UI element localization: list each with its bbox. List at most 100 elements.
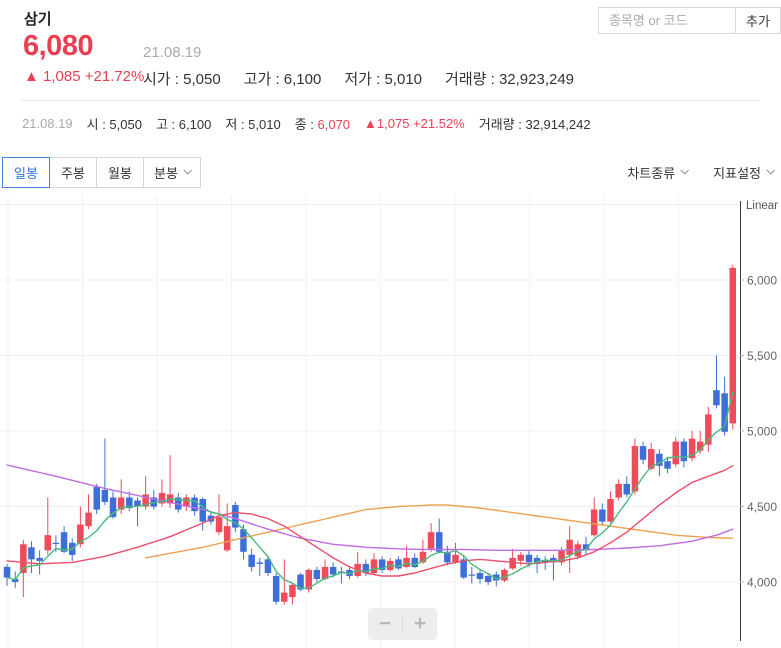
- candle-body: [525, 554, 533, 563]
- candle-body: [199, 499, 206, 522]
- ma5-line: [6, 391, 734, 590]
- y-axis-label: 6,000: [747, 274, 777, 288]
- candle-body: [680, 441, 688, 462]
- candle-body: [362, 563, 370, 573]
- candle-body: [281, 592, 288, 602]
- current-price: 6,080: [23, 30, 94, 62]
- candle-body: [101, 489, 109, 502]
- candle-body: [183, 497, 190, 507]
- chevron-down-icon: [183, 166, 192, 175]
- candle-body: [460, 559, 467, 578]
- candle-body: [11, 579, 19, 582]
- chevron-down-icon: [680, 166, 690, 175]
- candle-body: [36, 557, 43, 561]
- zoom-divider: [402, 614, 403, 634]
- candle-body: [313, 569, 321, 579]
- scale-label: Linear: [746, 200, 778, 212]
- candle-body: [476, 573, 484, 579]
- candle-body: [378, 559, 386, 570]
- candle-body: [721, 393, 728, 432]
- candle-body: [117, 497, 125, 510]
- candle-body: [639, 446, 647, 460]
- candle-body: [623, 483, 630, 495]
- candle-body: [517, 554, 524, 561]
- candle-body: [411, 557, 418, 567]
- candle-body: [289, 585, 296, 598]
- stock-name: 삼기: [24, 11, 52, 28]
- candle-body: [533, 557, 541, 564]
- candle-body: [256, 562, 264, 564]
- candle-body: [223, 526, 231, 551]
- candle-body: [191, 497, 198, 512]
- candle-body: [85, 512, 92, 527]
- ma120-line: [144, 504, 734, 559]
- high-price: 고가6,100: [244, 68, 322, 89]
- candle-body: [558, 550, 565, 563]
- candlestick-chart[interactable]: 6,000 5,500 5,000 4,500 4,000 Linear: [0, 195, 781, 648]
- candle-body: [688, 438, 696, 459]
- candle-body: [436, 532, 443, 552]
- tab-label: 주봉: [61, 166, 85, 181]
- candle-body: [542, 560, 549, 563]
- candle-body: [109, 497, 117, 518]
- tab-일봉[interactable]: 일봉: [2, 157, 50, 188]
- info-close: 종6,070: [295, 114, 350, 133]
- candle-body: [248, 554, 255, 567]
- volume: 거래량32,923,249: [445, 68, 574, 89]
- candle-body: [664, 461, 671, 469]
- period-tabs: 일봉 주봉 월봉 분봉: [2, 157, 201, 188]
- price-summary-row: ▲ 1,085 +21.72% 시가5,050 고가6,100 저가5,010 …: [24, 68, 597, 89]
- candle-body: [452, 554, 459, 563]
- candle-body: [615, 483, 622, 498]
- candle-body: [713, 390, 720, 406]
- indicator-settings-dropdown[interactable]: 지표설정: [713, 163, 775, 182]
- candle-body: [28, 547, 35, 560]
- candle-body: [297, 574, 304, 590]
- candle-body: [126, 497, 133, 509]
- info-open: 시5,050: [87, 114, 142, 133]
- candle-body: [582, 544, 590, 551]
- candle-body: [599, 509, 606, 522]
- tab-주봉[interactable]: 주봉: [49, 157, 97, 188]
- zoom-in-button[interactable]: +: [413, 612, 427, 635]
- candle-body: [215, 517, 223, 533]
- candle-body: [672, 441, 679, 465]
- candle-body: [272, 576, 280, 602]
- tab-label: 월봉: [108, 166, 132, 181]
- add-stock-button[interactable]: 추가: [736, 7, 781, 34]
- chart-option-controls: 차트종류 지표설정: [627, 163, 775, 182]
- tab-label: 분봉: [154, 166, 178, 181]
- open-price: 시가5,050: [143, 68, 221, 89]
- tab-월봉[interactable]: 월봉: [96, 157, 144, 188]
- chart-area: 6,000 5,500 5,000 4,500 4,000 Linear − +: [0, 195, 781, 648]
- y-axis-label: 5,000: [747, 425, 777, 439]
- tab-label: 일봉: [14, 166, 38, 181]
- candle-body: [60, 532, 68, 552]
- zoom-out-button[interactable]: −: [378, 612, 392, 635]
- candle-body: [729, 267, 736, 424]
- candle-body: [550, 557, 557, 563]
- candle-body: [134, 500, 141, 507]
- candle-body: [305, 569, 312, 590]
- candle-body: [93, 486, 100, 510]
- candle-body: [232, 505, 239, 528]
- low-price: 저가5,010: [344, 68, 422, 89]
- chart-zoom-controls: − +: [368, 608, 437, 640]
- candle-body: [20, 544, 27, 573]
- candle-body: [52, 542, 60, 544]
- candle-body: [44, 535, 51, 551]
- candle-body: [648, 449, 655, 469]
- header-divider: [22, 100, 759, 101]
- candle-body: [705, 414, 712, 445]
- tab-분봉[interactable]: 분봉: [143, 157, 201, 188]
- candle-body: [395, 559, 402, 569]
- candle-body: [158, 492, 166, 504]
- candle-body: [493, 574, 500, 581]
- stock-search-input[interactable]: [598, 7, 736, 34]
- info-low: 저5,010: [225, 114, 280, 133]
- y-axis-label: 4,000: [747, 576, 777, 590]
- candle-body: [321, 566, 329, 579]
- chart-type-dropdown[interactable]: 차트종류: [627, 163, 690, 182]
- candle-body: [419, 551, 427, 563]
- candle-body: [631, 446, 639, 492]
